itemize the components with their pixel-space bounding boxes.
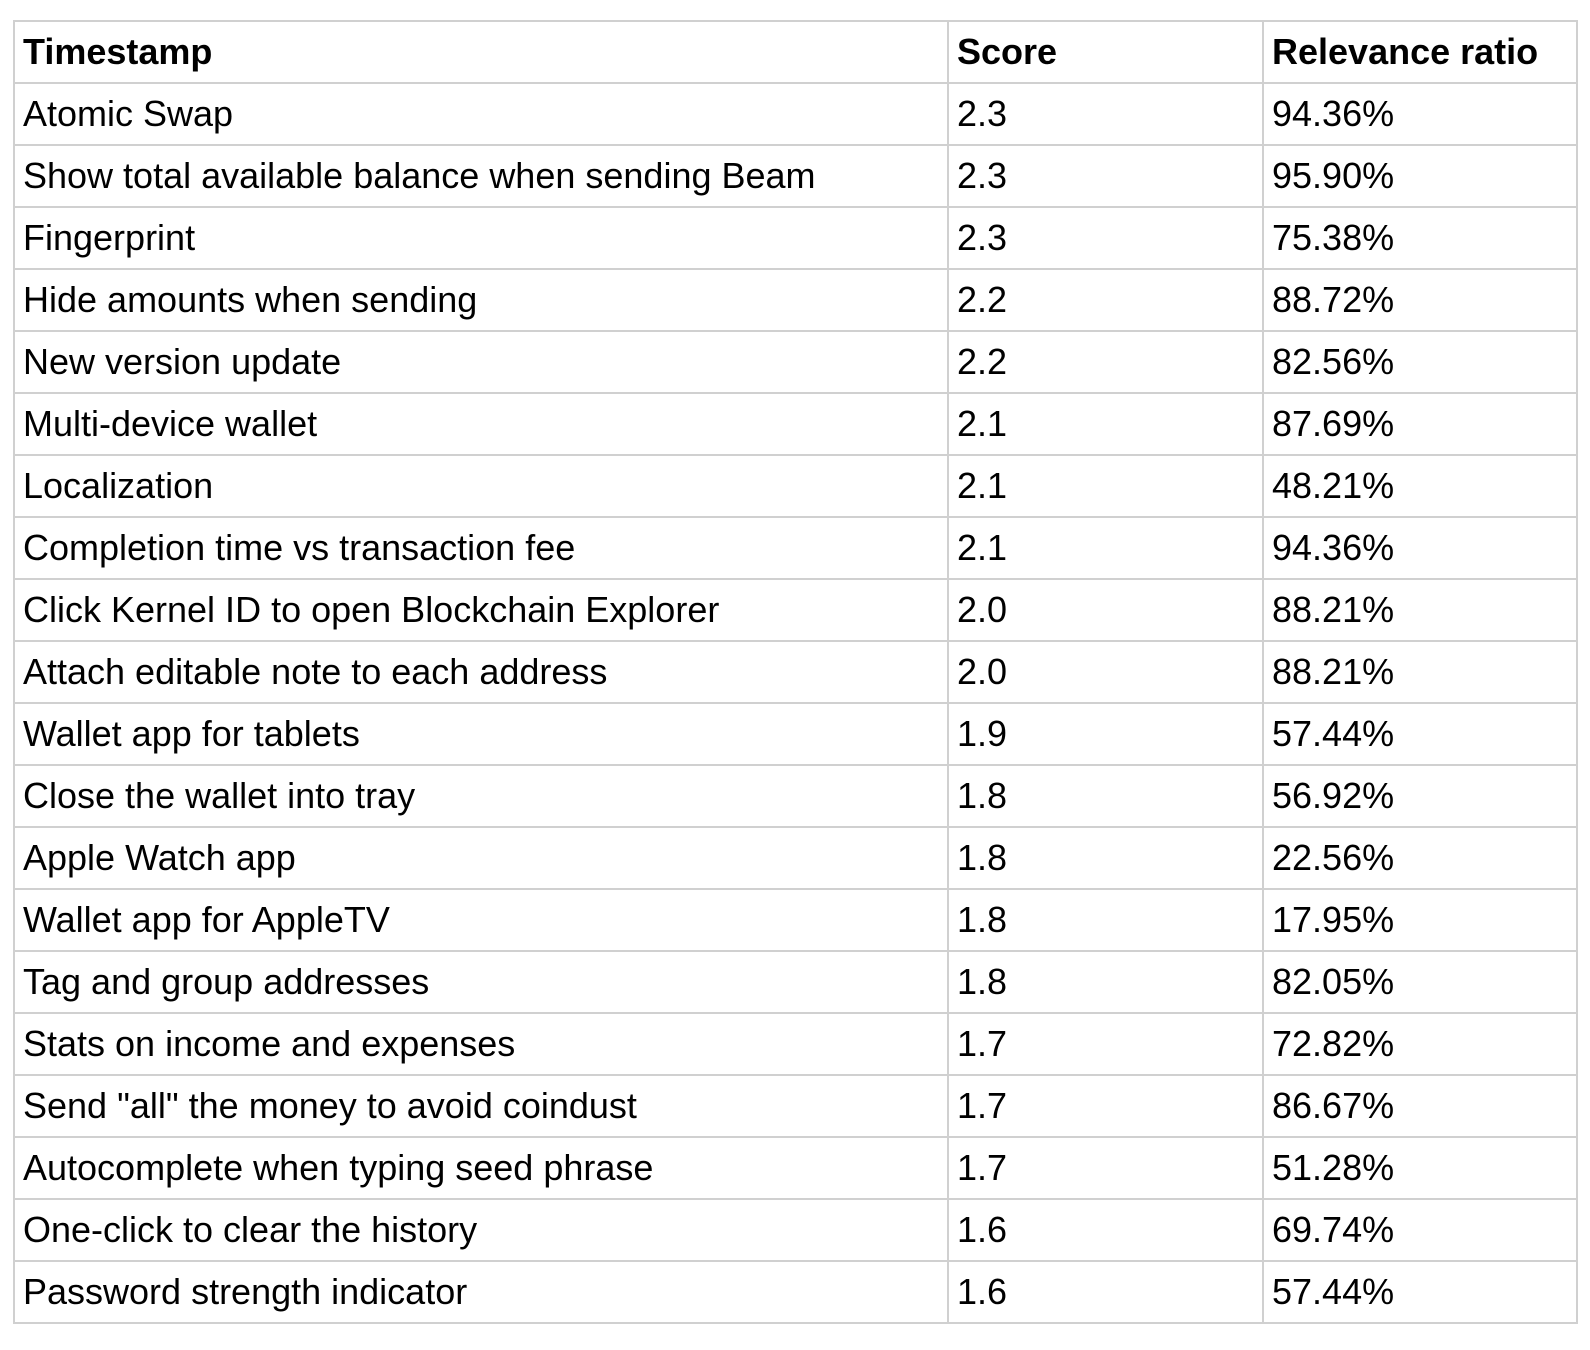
cell-timestamp: Wallet app for AppleTV (13, 888, 949, 952)
cell-relevance-ratio: 88.21% (1262, 640, 1578, 704)
cell-relevance-ratio: 48.21% (1262, 454, 1578, 518)
table-row: Atomic Swap 2.3 94.36% (13, 82, 1578, 146)
cell-score: 2.2 (947, 268, 1264, 332)
table-row: Autocomplete when typing seed phrase 1.7 5… (13, 1136, 1578, 1200)
column-header-score: Score (947, 20, 1264, 84)
cell-timestamp: Hide amounts when sending (13, 268, 949, 332)
cell-timestamp: Autocomplete when typing seed phrase (13, 1136, 949, 1200)
cell-relevance-ratio: 95.90% (1262, 144, 1578, 208)
cell-relevance-ratio: 94.36% (1262, 82, 1578, 146)
features-table: Timestamp Score Relevance ratio Atomic S… (13, 20, 1578, 1324)
cell-relevance-ratio: 56.92% (1262, 764, 1578, 828)
cell-timestamp: Tag and group addresses (13, 950, 949, 1014)
cell-timestamp: Send "all" the money to avoid coindust (13, 1074, 949, 1138)
table-row: Wallet app for tablets 1.9 57.44% (13, 702, 1578, 766)
table-row: New version update 2.2 82.56% (13, 330, 1578, 394)
cell-score: 2.0 (947, 640, 1264, 704)
cell-score: 1.8 (947, 950, 1264, 1014)
cell-relevance-ratio: 86.67% (1262, 1074, 1578, 1138)
cell-relevance-ratio: 22.56% (1262, 826, 1578, 890)
cell-relevance-ratio: 82.05% (1262, 950, 1578, 1014)
cell-relevance-ratio: 72.82% (1262, 1012, 1578, 1076)
table-row: Close the wallet into tray 1.8 56.92% (13, 764, 1578, 828)
cell-relevance-ratio: 87.69% (1262, 392, 1578, 456)
cell-score: 2.1 (947, 454, 1264, 518)
cell-relevance-ratio: 75.38% (1262, 206, 1578, 270)
cell-score: 1.6 (947, 1260, 1264, 1324)
table-row: One-click to clear the history 1.6 69.74% (13, 1198, 1578, 1262)
table-row: Localization 2.1 48.21% (13, 454, 1578, 518)
table-row: Fingerprint 2.3 75.38% (13, 206, 1578, 270)
table-row: Click Kernel ID to open Blockchain Explo… (13, 578, 1578, 642)
cell-timestamp: Apple Watch app (13, 826, 949, 890)
cell-relevance-ratio: 17.95% (1262, 888, 1578, 952)
cell-timestamp: Attach editable note to each address (13, 640, 949, 704)
cell-score: 2.3 (947, 82, 1264, 146)
cell-timestamp: One-click to clear the history (13, 1198, 949, 1262)
table-row: Show total available balance when sendin… (13, 144, 1578, 208)
cell-timestamp: Wallet app for tablets (13, 702, 949, 766)
cell-timestamp: Completion time vs transaction fee (13, 516, 949, 580)
table-row: Multi-device wallet 2.1 87.69% (13, 392, 1578, 456)
cell-score: 2.1 (947, 392, 1264, 456)
table-row: Completion time vs transaction fee 2.1 94.… (13, 516, 1578, 580)
column-header-relevance-ratio: Relevance ratio (1262, 20, 1578, 84)
cell-score: 1.7 (947, 1074, 1264, 1138)
table-row: Wallet app for AppleTV 1.8 17.95% (13, 888, 1578, 952)
cell-score: 2.3 (947, 206, 1264, 270)
cell-relevance-ratio: 51.28% (1262, 1136, 1578, 1200)
cell-relevance-ratio: 88.72% (1262, 268, 1578, 332)
cell-score: 2.2 (947, 330, 1264, 394)
cell-timestamp: Localization (13, 454, 949, 518)
cell-timestamp: Atomic Swap (13, 82, 949, 146)
cell-relevance-ratio: 69.74% (1262, 1198, 1578, 1262)
table-row: Password strength indicator 1.6 57.44% (13, 1260, 1578, 1324)
table-row: Send "all" the money to avoid coindust 1.… (13, 1074, 1578, 1138)
cell-timestamp: Close the wallet into tray (13, 764, 949, 828)
table-row: Apple Watch app 1.8 22.56% (13, 826, 1578, 890)
cell-relevance-ratio: 88.21% (1262, 578, 1578, 642)
table-row: Tag and group addresses 1.8 82.05% (13, 950, 1578, 1014)
table-row: Hide amounts when sending 2.2 88.72% (13, 268, 1578, 332)
cell-score: 2.3 (947, 144, 1264, 208)
cell-score: 1.9 (947, 702, 1264, 766)
cell-timestamp: New version update (13, 330, 949, 394)
cell-timestamp: Multi-device wallet (13, 392, 949, 456)
cell-score: 1.6 (947, 1198, 1264, 1262)
cell-score: 1.8 (947, 888, 1264, 952)
cell-score: 2.1 (947, 516, 1264, 580)
cell-timestamp: Fingerprint (13, 206, 949, 270)
table-row: Stats on income and expenses 1.7 72.82% (13, 1012, 1578, 1076)
cell-relevance-ratio: 82.56% (1262, 330, 1578, 394)
cell-score: 1.7 (947, 1136, 1264, 1200)
cell-relevance-ratio: 57.44% (1262, 702, 1578, 766)
cell-score: 1.8 (947, 826, 1264, 890)
header-row: Timestamp Score Relevance ratio (13, 20, 1578, 84)
cell-timestamp: Password strength indicator (13, 1260, 949, 1324)
column-header-timestamp: Timestamp (13, 20, 949, 84)
table-body: Atomic Swap 2.3 94.36% Show total available… (13, 82, 1578, 1324)
cell-score: 2.0 (947, 578, 1264, 642)
cell-relevance-ratio: 94.36% (1262, 516, 1578, 580)
table-row: Attach editable note to each address 2.0 8… (13, 640, 1578, 704)
cell-timestamp: Click Kernel ID to open Blockchain Explo… (13, 578, 949, 642)
cell-timestamp: Show total available balance when sendin… (13, 144, 949, 208)
cell-score: 1.7 (947, 1012, 1264, 1076)
cell-timestamp: Stats on income and expenses (13, 1012, 949, 1076)
cell-score: 1.8 (947, 764, 1264, 828)
cell-relevance-ratio: 57.44% (1262, 1260, 1578, 1324)
